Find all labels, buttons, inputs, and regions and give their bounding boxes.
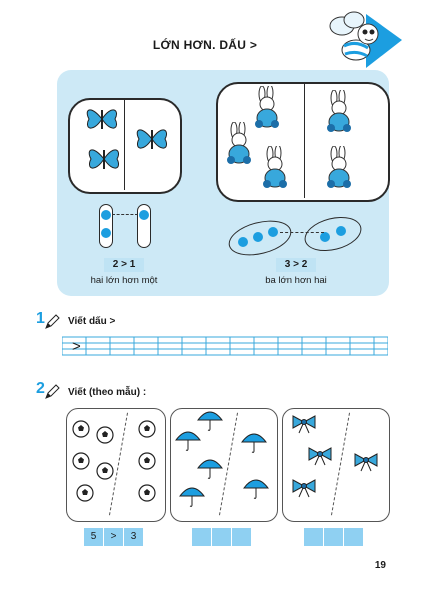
counter-dot [336, 226, 346, 236]
sample-sign: > [72, 338, 81, 355]
umbrella-icon [178, 487, 206, 507]
rabbit-icon [327, 90, 351, 132]
answer-box-empty[interactable] [192, 528, 211, 546]
counter-dot [101, 228, 111, 238]
pairing-line [112, 214, 138, 215]
counter-dot [253, 232, 263, 242]
ball-icon [96, 426, 114, 444]
page-title: LỚN HƠN. DẤU > [152, 38, 258, 52]
counter-dot [139, 210, 149, 220]
exercise-card-umbrellas [170, 408, 278, 522]
answer-box-empty[interactable] [324, 528, 343, 546]
answer-box: 3 [124, 528, 143, 546]
rabbit-icon [255, 86, 279, 128]
exercise-2-label: Viết (theo mẫu) : [68, 387, 147, 398]
ball-icon [76, 484, 94, 502]
counter-dot [101, 210, 111, 220]
pairing-line [280, 232, 324, 233]
answer-box-empty[interactable] [212, 528, 231, 546]
exercise-1-number: 1 [36, 310, 45, 327]
answer-box: 5 [84, 528, 103, 546]
butterfly-icon [136, 129, 167, 149]
writing-grid [62, 336, 388, 356]
umbrella-icon [174, 431, 202, 451]
rabbit-icon [227, 122, 251, 164]
butterfly-icon [88, 149, 119, 169]
caption-left: hai lớn hơn một [90, 275, 158, 286]
answer-box-empty[interactable] [344, 528, 363, 546]
page-number: 19 [374, 560, 386, 571]
rabbit-icon [327, 146, 351, 188]
frame-divider [124, 100, 125, 190]
bow-icon [292, 479, 316, 498]
caption-right: ba lớn hơn hai [265, 275, 327, 286]
ball-icon [72, 420, 90, 438]
counter-dot [320, 232, 330, 242]
pencil-icon [45, 384, 60, 399]
umbrella-icon [196, 411, 224, 431]
bee-mascot-icon [329, 11, 402, 68]
exercise-1-label: Viết dấu > [68, 316, 116, 327]
counter-dot [268, 227, 278, 237]
butterfly-icon [86, 109, 117, 129]
answer-box-empty[interactable] [232, 528, 251, 546]
rabbit-icon [263, 146, 287, 188]
counter-dot [238, 237, 248, 247]
answer-box-empty[interactable] [304, 528, 323, 546]
bow-icon [308, 447, 332, 466]
exercise-2-number: 2 [36, 380, 45, 397]
umbrella-icon [196, 459, 224, 479]
umbrella-icon [242, 479, 270, 499]
pencil-icon [45, 314, 60, 329]
equation-right: 3 > 2 [276, 258, 316, 272]
bow-icon [292, 415, 316, 434]
ball-icon [72, 452, 90, 470]
ball-icon [96, 462, 114, 480]
ball-icon [138, 420, 156, 438]
ball-icon [138, 484, 156, 502]
ball-icon [138, 452, 156, 470]
frame-divider [304, 84, 305, 198]
exercise-card-bows [282, 408, 390, 522]
equation-left: 2 > 1 [104, 258, 144, 272]
umbrella-icon [240, 433, 268, 453]
bow-icon [354, 453, 378, 472]
answer-box: > [104, 528, 123, 546]
